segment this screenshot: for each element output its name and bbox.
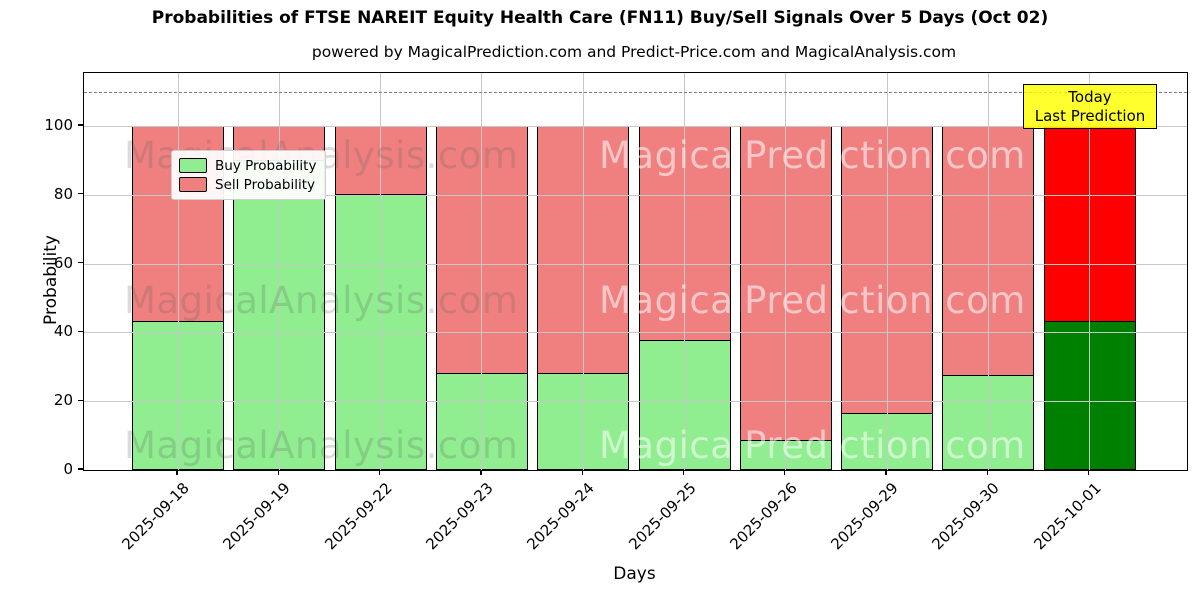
- x-tick-label-2025-09-18: 2025-09-18: [118, 479, 193, 554]
- gridline-v-2025-09-19: [278, 73, 280, 470]
- x-tick-2025-09-19: [277, 470, 279, 475]
- gridline-v-2025-09-29: [886, 73, 888, 470]
- gridline-v-2025-09-18: [177, 73, 179, 470]
- x-tick-2025-09-30: [986, 470, 989, 475]
- x-tick-2025-09-22: [378, 470, 381, 475]
- y-tick-label-20: 20: [53, 391, 73, 410]
- x-tick-2025-09-25: [682, 470, 685, 475]
- gridline-h-100: [84, 126, 1187, 127]
- today-annotation-line1: Today: [1068, 87, 1112, 106]
- legend-item-sell: Sell Probability: [179, 175, 316, 194]
- y-tick-label-100: 100: [44, 116, 73, 134]
- x-tick-label-2025-09-29: 2025-09-29: [827, 479, 902, 554]
- gridline-h-40: [84, 332, 1187, 334]
- gridline-v-2025-10-01: [1089, 73, 1091, 470]
- x-tick-label-2025-09-26: 2025-09-26: [726, 479, 801, 554]
- chart-title: Probabilities of FTSE NAREIT Equity Heal…: [151, 8, 1049, 28]
- gridline-v-2025-09-26: [785, 73, 787, 470]
- y-tick-100: [78, 124, 83, 126]
- gridline-v-2025-09-25: [684, 73, 685, 470]
- x-tick-2025-09-18: [176, 470, 178, 475]
- gridline-h-60: [84, 263, 1187, 265]
- y-tick-60: [78, 261, 83, 264]
- legend-label-sell: Sell Probability: [215, 176, 316, 193]
- threshold-dashed-line: [84, 91, 1187, 93]
- gridline-v-2025-09-24: [582, 73, 584, 470]
- y-axis-title: Probability: [40, 235, 61, 325]
- x-tick-label-2025-09-24: 2025-09-24: [523, 479, 598, 554]
- y-tick-label-80: 80: [53, 184, 73, 203]
- legend-item-buy: Buy Probability: [179, 156, 316, 175]
- legend-label-buy: Buy Probability: [215, 157, 317, 174]
- gridline-v-2025-09-22: [380, 73, 382, 470]
- x-tick-2025-09-24: [581, 470, 583, 475]
- x-tick-label-2025-09-30: 2025-09-30: [928, 479, 1004, 554]
- buy-swatch-icon: [179, 158, 207, 173]
- x-tick-label-2025-09-25: 2025-09-25: [624, 479, 700, 554]
- y-tick-80: [78, 193, 83, 195]
- x-tick-2025-09-26: [784, 470, 786, 475]
- x-tick-label-2025-10-01: 2025-10-01: [1030, 479, 1105, 554]
- chart-subtitle: powered by MagicalPrediction.com and Pre…: [311, 43, 957, 61]
- today-annotation-line2: Last Prediction: [1034, 106, 1146, 125]
- plot-area: MagicalAnalysis.comMagicalPrediction.com…: [83, 72, 1188, 471]
- y-tick-label-0: 0: [63, 460, 73, 478]
- sell-swatch-icon: [179, 177, 207, 192]
- gridline-v-2025-09-23: [481, 73, 483, 470]
- y-tick-40: [78, 330, 83, 333]
- x-tick-2025-09-23: [480, 470, 482, 475]
- gridline-v-2025-09-30: [987, 73, 989, 470]
- legend: Buy Probability Sell Probability: [171, 150, 327, 200]
- y-tick-0: [78, 468, 83, 470]
- y-tick-label-60: 60: [53, 253, 73, 272]
- x-tick-2025-09-29: [885, 470, 887, 475]
- today-annotation-box: Today Last Prediction: [1023, 84, 1157, 129]
- x-tick-2025-10-01: [1088, 470, 1090, 475]
- y-tick-20: [78, 399, 83, 401]
- y-tick-label-40: 40: [53, 322, 73, 341]
- x-tick-label-2025-09-22: 2025-09-22: [320, 479, 396, 554]
- x-tick-label-2025-09-23: 2025-09-23: [422, 479, 497, 554]
- x-tick-label-2025-09-19: 2025-09-19: [219, 479, 295, 554]
- gridline-h-80: [84, 194, 1187, 196]
- gridline-h-20: [84, 401, 1187, 403]
- x-axis-title: Days: [613, 564, 656, 584]
